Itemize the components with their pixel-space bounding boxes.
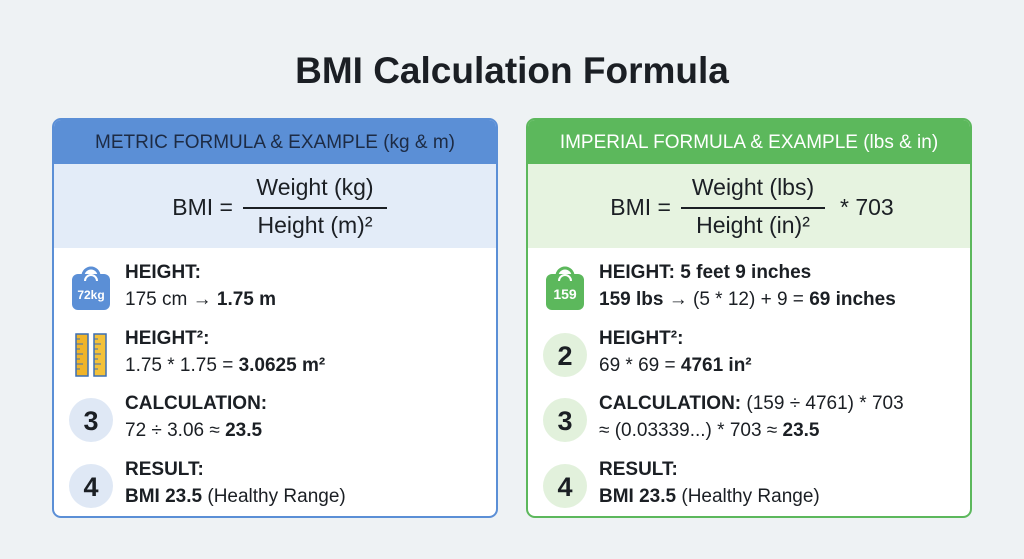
formula: BMI = Weight (lbs) Height (in)² * 703: [528, 164, 970, 248]
text-segment: → (5 * 12) + 9 =: [663, 289, 810, 310]
text-segment: 72 ÷ 3.06 ≈: [125, 420, 226, 441]
text-segment: CALCULATION:: [599, 393, 742, 414]
ruler: [93, 332, 107, 377]
step-line: BMI 23.5 (Healthy Range): [599, 483, 820, 510]
title: BMI Calculation Formula: [295, 50, 729, 91]
text-segment: 1.75 * 1.75 =: [125, 354, 239, 376]
text-segment: (159 ÷ 4761) * 703: [741, 393, 904, 414]
icon-text: 3: [83, 406, 98, 436]
step-line: HEIGHT: 5 feet 9 inches: [599, 259, 811, 286]
icon-text: 4: [83, 472, 98, 502]
formula-lhs: BMI =: [610, 194, 671, 220]
text-segment: BMI 23.5: [125, 485, 203, 507]
step: 4 RESULT: BMI 23.5 (Healthy Range): [54, 456, 496, 512]
step-line: 72 ÷ 3.06 ≈ 23.5: [125, 417, 262, 444]
formula: BMI = Weight (kg) Height (m)²: [54, 164, 496, 248]
step-icon: 2: [543, 332, 587, 377]
text-segment: HEIGHT²:: [599, 327, 684, 349]
text-segment: 69 inches: [809, 289, 896, 310]
text-segment: 1.75 m: [216, 289, 277, 310]
text-segment: 4761 in²: [680, 354, 752, 376]
scale-handle: [81, 266, 101, 277]
step-line: CALCULATION: (159 ÷ 4761) * 703: [599, 390, 904, 417]
ruler: [75, 332, 89, 377]
text-segment: 3.0625 m²: [238, 354, 326, 376]
text-segment: HEIGHT²:: [125, 327, 210, 349]
scale-body: [546, 274, 584, 310]
icon-text: 2: [557, 341, 572, 371]
formula-numerator: Weight (kg): [256, 174, 374, 200]
text-segment: 69 * 69 =: [599, 354, 681, 376]
text-segment: (Healthy Range): [202, 485, 346, 507]
step-line: 159 lbs → (5 * 12) + 9 = 69 inches: [599, 286, 896, 313]
step-line: HEIGHT²:: [599, 325, 683, 352]
number-badge: [543, 398, 587, 442]
step-line: ≈ (0.03339...) * 703 ≈ 23.5: [599, 417, 820, 444]
scale-needle: [84, 274, 98, 282]
step: 4 RESULT: BMI 23.5 (Healthy Range): [528, 456, 970, 512]
step: 2 HEIGHT²: 69 * 69 = 4761 in²: [528, 325, 970, 381]
step-icon: 4: [543, 463, 587, 508]
text-segment: (Healthy Range): [676, 485, 820, 507]
text-segment: HEIGHT:: [125, 262, 201, 283]
step-line: CALCULATION:: [125, 390, 267, 417]
text-segment: RESULT:: [599, 458, 678, 480]
formula-numerator: Weight (lbs): [691, 174, 815, 200]
step: 3 CALCULATION: 72 ÷ 3.06 ≈ 23.5: [54, 390, 496, 446]
number-badge: [69, 463, 113, 508]
icon-text: 72kg: [77, 288, 104, 302]
step-icon: 3: [69, 398, 113, 442]
step-line: 175 cm → 1.75 m: [125, 286, 276, 313]
fraction-bar: [681, 207, 825, 209]
panel: METRIC FORMULA & EXAMPLE (kg & m) BMI = We…: [52, 118, 498, 518]
formula-denominator: Height (in)²: [696, 212, 810, 238]
text-segment: 175 cm →: [125, 289, 217, 310]
number-badge: [69, 398, 113, 442]
text-segment: 159 lbs: [599, 289, 664, 310]
step-line: HEIGHT²:: [125, 325, 209, 352]
step: 72kg HEIGHT: 175 cm → 1.75 m: [54, 259, 496, 315]
scale-handle: [555, 266, 575, 277]
text-segment: CALCULATION:: [125, 393, 268, 414]
text-segment: 23.5: [225, 420, 263, 441]
step-line: 69 * 69 = 4761 in²: [599, 352, 752, 379]
step: 3 CALCULATION: (159 ÷ 4761) * 703 ≈ (0.033…: [528, 390, 970, 446]
number-badge: [543, 463, 587, 508]
step-icon: [75, 332, 107, 377]
fraction-bar: [243, 207, 387, 209]
text-segment: RESULT:: [125, 458, 204, 480]
text-segment: ≈ (0.03339...) * 703 ≈: [599, 420, 783, 441]
text-segment: HEIGHT: 5 feet 9 inches: [599, 262, 812, 283]
step-line: RESULT:: [125, 456, 204, 483]
formula-suffix: * 703: [840, 194, 894, 220]
scale-needle: [558, 274, 572, 282]
step-line: HEIGHT:: [125, 259, 201, 286]
step: HEIGHT²: 1.75 * 1.75 = 3.0625 m²: [54, 325, 496, 381]
icon-text: 3: [557, 406, 572, 436]
step-icon: 3: [543, 398, 587, 442]
step-line: RESULT:: [599, 456, 678, 483]
text-segment: 23.5: [782, 420, 820, 441]
formula-lhs: BMI =: [172, 194, 233, 220]
step-icon: 72kg: [72, 266, 110, 310]
number-badge: [543, 332, 587, 377]
step-line: 1.75 * 1.75 = 3.0625 m²: [125, 352, 325, 379]
icon-text: 4: [557, 472, 572, 502]
panel: IMPERIAL FORMULA & EXAMPLE (lbs & in) BMI…: [526, 118, 972, 518]
step-icon: 4: [69, 463, 113, 508]
text-segment: BMI 23.5: [599, 485, 677, 507]
icon-text: 159: [553, 286, 577, 302]
step-icon: 159: [546, 266, 584, 310]
panel-header: IMPERIAL FORMULA & EXAMPLE (lbs & in): [528, 120, 970, 164]
step: 159 HEIGHT: 5 feet 9 inches 159 lbs → (5 *…: [528, 259, 970, 315]
scale-body: [72, 274, 110, 310]
panel-header: METRIC FORMULA & EXAMPLE (kg & m): [54, 120, 496, 164]
step-line: BMI 23.5 (Healthy Range): [125, 483, 346, 510]
formula-denominator: Height (m)²: [257, 212, 373, 238]
